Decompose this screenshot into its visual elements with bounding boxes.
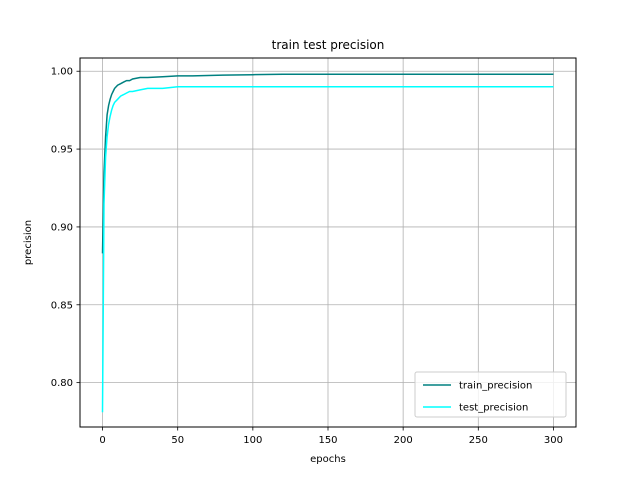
series-line-train_precision [101, 73, 554, 254]
y-axis-label: precision [23, 220, 34, 265]
x-tick-label: 250 [469, 435, 488, 446]
axis-ticks: 0 50 100 150 200 250 300 0.80 0.85 0.90 0.95 1.00 [51, 67, 563, 446]
chart-title: train test precision [272, 38, 385, 52]
legend-label-test_precision: test_precision [459, 403, 528, 414]
x-axis-label: epochs [310, 454, 346, 465]
y-tick-label: 0.90 [51, 222, 73, 233]
legend-box [414, 371, 567, 418]
x-tick-label: 0 [99, 435, 105, 446]
series-lines [101, 73, 554, 413]
y-tick-label: 0.85 [51, 300, 73, 311]
legend-label-train_precision: train_precision [459, 381, 532, 392]
series-line-test_precision [101, 86, 554, 413]
y-tick-label: 0.80 [51, 378, 73, 389]
x-tick-label: 150 [318, 435, 337, 446]
legend: train_precision test_precision [414, 371, 567, 418]
grid-lines [80, 58, 576, 427]
x-tick-label: 300 [544, 435, 563, 446]
x-tick-label: 50 [171, 435, 184, 446]
x-tick-label: 100 [243, 435, 262, 446]
y-tick-label: 0.95 [51, 145, 73, 156]
y-tick-label: 1.00 [51, 67, 73, 78]
x-tick-label: 200 [394, 435, 413, 446]
